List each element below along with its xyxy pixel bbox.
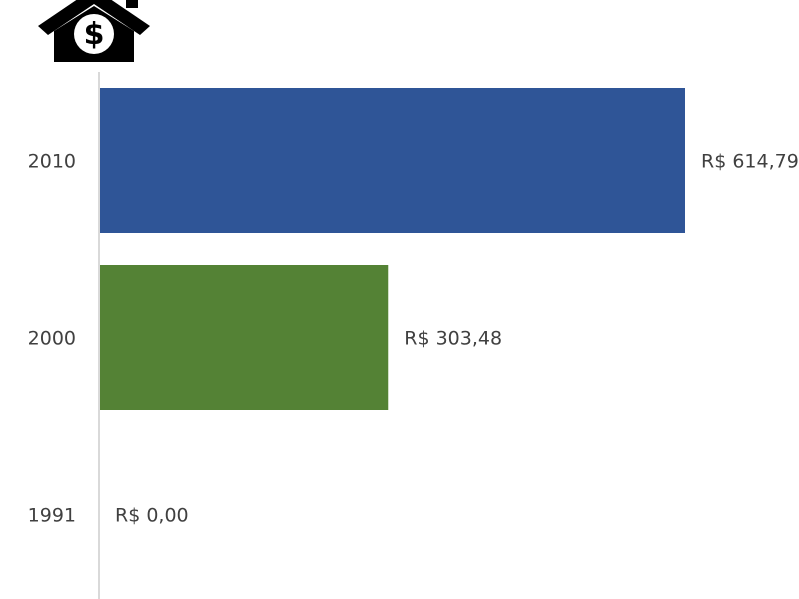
data-label-2000: R$ 303,48 <box>404 328 502 350</box>
tick-label-2010: 2010 <box>28 151 76 173</box>
bar-2010 <box>99 88 685 233</box>
tick-label-1991: 1991 <box>28 505 76 527</box>
data-label-2010: R$ 614,79 <box>701 151 799 173</box>
svg-text:$: $ <box>84 17 105 52</box>
bar-2000 <box>99 265 389 410</box>
data-label-1991: R$ 0,00 <box>115 505 189 527</box>
tick-label-2000: 2000 <box>28 328 76 350</box>
house-dollar-icon: $ <box>38 0 150 62</box>
